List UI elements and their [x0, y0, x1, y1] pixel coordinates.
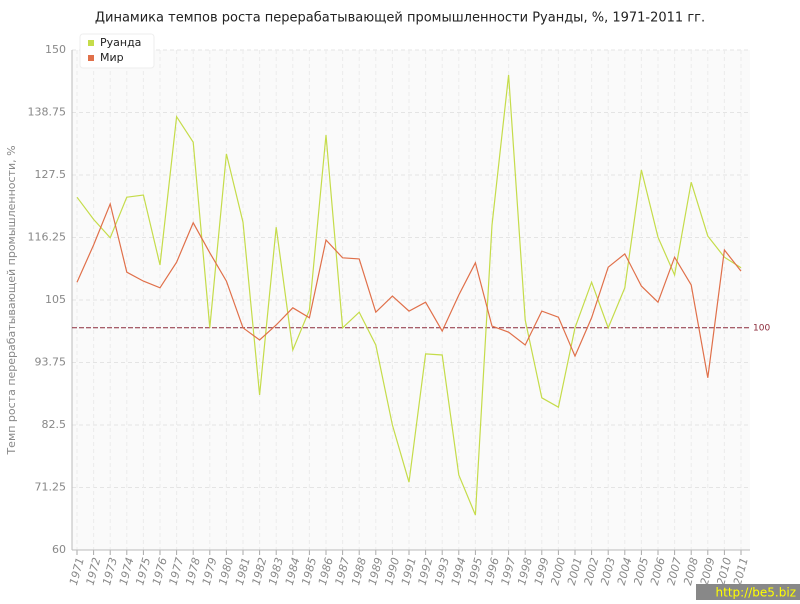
legend-box [79, 33, 155, 69]
y-tick-label: 60 [52, 543, 66, 556]
watermark: http://be5.biz [716, 586, 796, 600]
y-tick-label: 71.25 [35, 481, 67, 494]
watermark-bg [696, 584, 800, 600]
y-tick-label: 82.5 [42, 418, 67, 431]
reference-label: 100 [753, 323, 770, 333]
x-tick-label: 2011 [731, 556, 751, 586]
series-line [76, 201, 742, 378]
legend-swatch [88, 40, 94, 46]
chart-title: Динамика темпов роста перерабатывающей п… [95, 11, 705, 26]
legend-label: Руанда [100, 36, 141, 49]
series-line [76, 74, 742, 516]
y-tick-label: 116.25 [28, 231, 67, 244]
legend-label: Мир [100, 51, 124, 64]
legend-swatch [88, 55, 94, 61]
y-tick-label: 138.75 [28, 106, 67, 119]
y-tick-label: 150 [45, 43, 66, 56]
y-tick-label: 105 [45, 293, 66, 306]
y-axis-label: Темп роста перерабатывающей промышленнос… [5, 145, 18, 455]
y-tick-label: 93.75 [35, 356, 67, 369]
y-tick-label: 127.5 [35, 168, 67, 181]
